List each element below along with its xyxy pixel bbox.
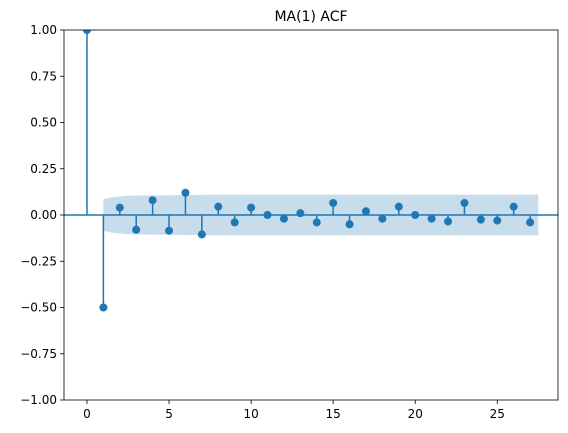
plot-layer: [64, 30, 558, 312]
acf-point-lag-26: [509, 202, 518, 211]
y-tick-label: −0.25: [20, 254, 57, 268]
x-tick-label: 0: [83, 407, 91, 421]
acf-point-lag-16: [345, 220, 354, 229]
acf-point-lag-9: [230, 218, 239, 227]
acf-point-lag-5: [165, 226, 174, 235]
x-tick-label: 5: [165, 407, 173, 421]
x-tick-label: 15: [326, 407, 341, 421]
acf-point-lag-15: [329, 198, 338, 207]
acf-point-lag-2: [115, 203, 124, 212]
y-tick-label: −0.75: [20, 347, 57, 361]
x-tick-label: 25: [490, 407, 505, 421]
acf-point-lag-7: [197, 230, 206, 239]
acf-point-lag-23: [460, 198, 469, 207]
y-tick-label: 0.00: [30, 208, 57, 222]
acf-point-lag-20: [411, 211, 420, 219]
acf-point-lag-19: [394, 202, 403, 211]
x-tick-label: 10: [243, 407, 258, 421]
acf-point-lag-21: [427, 214, 436, 223]
acf-point-lag-24: [476, 215, 485, 224]
acf-point-lag-3: [132, 225, 141, 234]
acf-point-lag-22: [444, 217, 453, 226]
acf-point-lag-27: [526, 218, 535, 227]
acf-point-lag-11: [263, 211, 272, 219]
acf-point-lag-4: [148, 196, 157, 205]
acf-point-lag-17: [361, 207, 370, 216]
acf-point-lag-10: [247, 203, 256, 212]
acf-point-lag-6: [181, 188, 190, 197]
y-tick-label: −0.50: [20, 301, 57, 315]
acf-point-lag-18: [378, 214, 387, 223]
acf-point-lag-14: [312, 218, 321, 227]
y-tick-label: 0.75: [30, 69, 57, 83]
y-tick-label: 0.25: [30, 162, 57, 176]
y-tick-label: 1.00: [30, 23, 57, 37]
chart-title: MA(1) ACF: [274, 9, 347, 25]
acf-point-lag-1: [99, 303, 108, 312]
acf-point-lag-25: [493, 216, 502, 225]
y-tick-label: −1.00: [20, 393, 57, 407]
axes-layer: 0 5 10 15 20 25 −1.00 −0.75 −0.50 −0.25 0.00 0.25 0.…: [20, 23, 559, 421]
acf-point-lag-13: [296, 209, 305, 218]
acf-point-lag-12: [279, 214, 288, 223]
acf-point-lag-8: [214, 202, 223, 211]
x-tick-label: 20: [408, 407, 423, 421]
acf-point-lag-0: [82, 30, 91, 34]
y-tick-label: 0.50: [30, 116, 57, 130]
